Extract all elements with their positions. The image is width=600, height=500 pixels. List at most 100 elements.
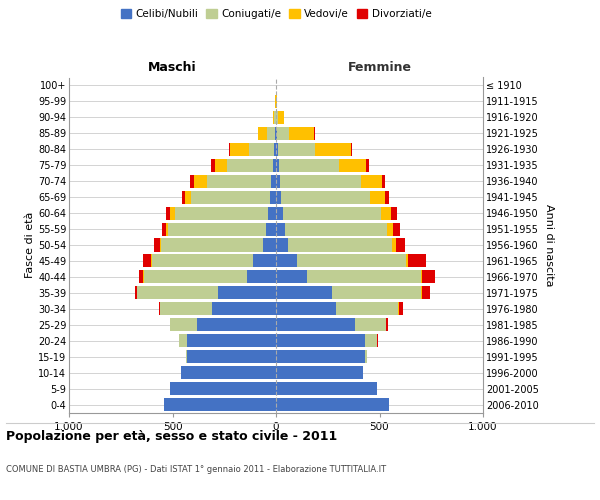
Bar — [276, 350, 365, 363]
Bar — [190, 174, 194, 188]
Bar — [164, 398, 276, 411]
Bar — [276, 254, 296, 268]
Bar — [276, 302, 336, 316]
Bar — [206, 174, 271, 188]
Bar — [276, 190, 281, 203]
Bar — [185, 190, 191, 203]
Bar — [307, 270, 421, 283]
Bar — [336, 302, 398, 316]
Bar — [197, 318, 276, 332]
Bar — [162, 222, 166, 235]
Bar — [355, 318, 386, 332]
Bar — [227, 158, 273, 172]
Bar — [266, 127, 275, 140]
Text: Femmine: Femmine — [347, 62, 412, 74]
Bar — [377, 334, 379, 347]
Bar — [274, 142, 276, 156]
Bar — [276, 334, 365, 347]
Bar — [276, 382, 377, 395]
Bar — [160, 238, 161, 252]
Bar — [159, 302, 160, 316]
Bar — [276, 158, 279, 172]
Bar — [276, 286, 332, 300]
Bar — [170, 206, 175, 220]
Bar — [152, 254, 253, 268]
Bar — [271, 174, 276, 188]
Bar — [398, 302, 403, 316]
Bar — [365, 334, 377, 347]
Bar — [259, 127, 266, 140]
Bar — [187, 334, 276, 347]
Bar — [332, 286, 421, 300]
Bar — [182, 190, 185, 203]
Bar — [422, 286, 430, 300]
Bar — [387, 222, 393, 235]
Bar — [276, 318, 355, 332]
Bar — [276, 238, 289, 252]
Bar — [392, 238, 396, 252]
Bar — [268, 206, 276, 220]
Bar — [275, 127, 276, 140]
Bar — [249, 142, 274, 156]
Bar — [263, 238, 276, 252]
Bar — [339, 158, 366, 172]
Bar — [278, 142, 316, 156]
Bar — [361, 174, 382, 188]
Bar — [266, 222, 276, 235]
Bar — [276, 366, 363, 379]
Bar — [270, 190, 276, 203]
Bar — [170, 382, 276, 395]
Bar — [286, 222, 387, 235]
Bar — [366, 158, 369, 172]
Bar — [139, 270, 143, 283]
Bar — [169, 222, 266, 235]
Bar — [350, 142, 352, 156]
Bar — [296, 254, 406, 268]
Bar — [151, 254, 152, 268]
Bar — [289, 127, 314, 140]
Bar — [365, 350, 367, 363]
Bar — [409, 254, 426, 268]
Bar — [385, 190, 389, 203]
Bar — [276, 222, 286, 235]
Bar — [160, 302, 212, 316]
Bar — [154, 238, 160, 252]
Bar — [187, 350, 276, 363]
Bar — [175, 206, 268, 220]
Bar — [406, 254, 409, 268]
Bar — [161, 238, 263, 252]
Bar — [380, 206, 391, 220]
Bar — [316, 142, 350, 156]
Bar — [276, 174, 280, 188]
Bar — [135, 286, 137, 300]
Bar — [422, 270, 436, 283]
Bar — [247, 270, 276, 283]
Y-axis label: Anni di nascita: Anni di nascita — [544, 204, 554, 286]
Bar — [166, 206, 170, 220]
Bar — [276, 398, 389, 411]
Bar — [289, 238, 392, 252]
Y-axis label: Fasce di età: Fasce di età — [25, 212, 35, 278]
Bar — [421, 270, 422, 283]
Bar — [386, 318, 388, 332]
Bar — [215, 158, 227, 172]
Bar — [229, 142, 230, 156]
Bar — [281, 190, 370, 203]
Bar — [212, 302, 276, 316]
Bar — [370, 190, 385, 203]
Bar — [218, 286, 276, 300]
Bar — [273, 111, 274, 124]
Bar — [166, 222, 169, 235]
Bar — [230, 142, 249, 156]
Legend: Celibi/Nubili, Coniugati/e, Vedovi/e, Divorziati/e: Celibi/Nubili, Coniugati/e, Vedovi/e, Di… — [116, 5, 436, 24]
Bar — [280, 174, 361, 188]
Text: Maschi: Maschi — [148, 62, 197, 74]
Bar — [277, 127, 289, 140]
Bar — [279, 158, 339, 172]
Bar — [181, 366, 276, 379]
Bar — [283, 206, 380, 220]
Bar — [253, 254, 276, 268]
Bar — [421, 286, 422, 300]
Bar — [211, 158, 215, 172]
Bar — [276, 206, 283, 220]
